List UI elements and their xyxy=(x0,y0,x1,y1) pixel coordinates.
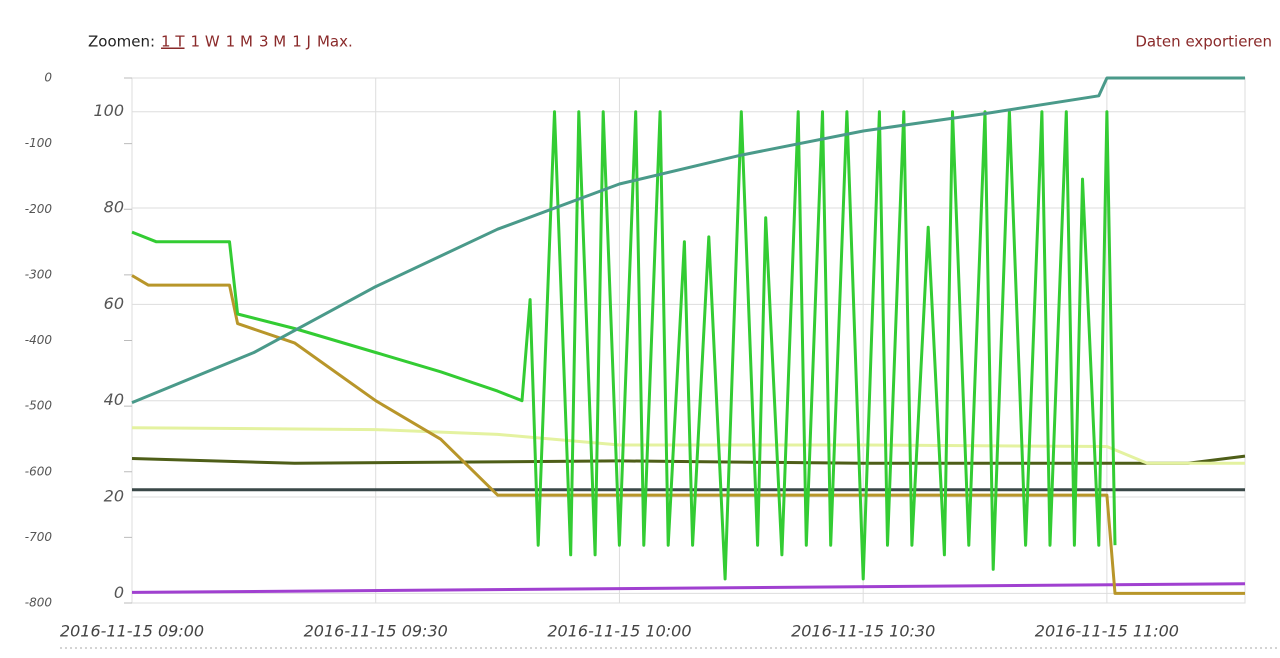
y-tick-label: -800 xyxy=(25,596,53,610)
y2-tick-label: 0 xyxy=(114,583,124,602)
y-tick-label: -700 xyxy=(25,530,53,544)
y-tick-label: -500 xyxy=(25,399,53,413)
x-tick-label: 2016-11-15 09:00 xyxy=(60,622,204,641)
y-tick-label: -400 xyxy=(25,333,53,347)
zoom-option[interactable]: 1 M xyxy=(226,33,253,51)
y-tick-label: -600 xyxy=(25,464,53,478)
zoom-option[interactable]: 3 M xyxy=(259,33,286,51)
zoom-option[interactable]: 1 T xyxy=(161,33,185,51)
series-line xyxy=(131,110,1117,581)
zoom-option[interactable]: 1 J xyxy=(292,33,311,51)
zoom-option[interactable]: Max. xyxy=(317,33,353,51)
zoom-label: Zoomen: xyxy=(88,33,155,51)
series-line xyxy=(131,76,1245,404)
x-tick-label: 2016-11-15 11:00 xyxy=(1035,622,1179,641)
y-tick-label: -100 xyxy=(25,136,53,150)
x-tick-label: 2016-11-15 10:00 xyxy=(547,622,691,641)
series-line xyxy=(131,274,1245,595)
y2-tick-label: 40 xyxy=(104,390,124,409)
y-tick-label: -200 xyxy=(25,202,53,216)
y-tick-label: -300 xyxy=(25,267,53,281)
x-tick-label: 2016-11-15 09:30 xyxy=(304,622,448,641)
zoom-option[interactable]: 1 W xyxy=(191,33,220,51)
series-line xyxy=(131,426,1245,465)
y2-tick-label: 100 xyxy=(93,101,124,120)
y2-tick-label: 60 xyxy=(104,294,124,313)
x-tick-label: 2016-11-15 10:30 xyxy=(791,622,935,641)
export-link[interactable]: Daten exportieren xyxy=(1135,33,1272,51)
y2-tick-label: 80 xyxy=(104,198,124,217)
y-tick-label: 0 xyxy=(44,71,52,85)
series-line xyxy=(131,582,1246,594)
y2-tick-label: 20 xyxy=(104,487,124,506)
